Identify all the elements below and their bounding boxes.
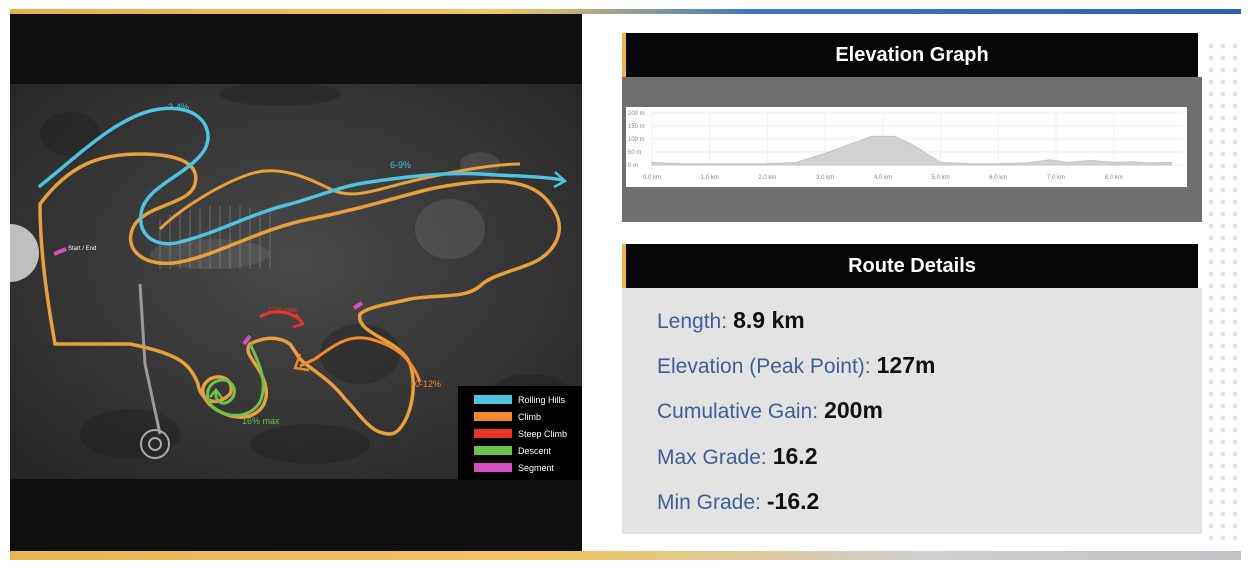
legend-label-2: Steep Climb (518, 429, 567, 439)
stadium-shape (10, 224, 39, 282)
elevation-graph-title: Elevation Graph (622, 33, 1198, 77)
segment-marker-climb (352, 301, 364, 310)
elevation-graph-panel: 200 m 150 m 100 m 50 m 0 m 0.0 km 1.0 km 2.0 km… (622, 77, 1202, 222)
elev-ytick-2: 100 m (628, 137, 645, 143)
legend-swatch-2 (474, 429, 512, 438)
legend-label-3: Descent (518, 446, 552, 456)
main-route-path (38, 152, 561, 436)
elev-ytick-4: 0 m (628, 163, 638, 169)
detail-min-grade: Min Grade: -16.2 (657, 488, 819, 515)
detail-max-grade-label: Max Grade: (657, 446, 767, 469)
legend-label-4: Segment (518, 463, 555, 473)
elevation-chart: 200 m 150 m 100 m 50 m 0 m 0.0 km 1.0 km 2.0 km… (626, 107, 1187, 187)
descent-path (206, 343, 265, 417)
legend-swatch-4 (474, 463, 512, 472)
elev-xtick-8: 8.0 km (1105, 175, 1123, 181)
segment-marker-descent (242, 334, 252, 346)
detail-length: Length: 8.9 km (657, 307, 805, 334)
detail-elevation-value: 127m (876, 352, 936, 378)
climb-path (299, 336, 422, 383)
rolling-hills-path (38, 106, 565, 246)
elev-ytick-0: 200 m (628, 111, 645, 117)
detail-length-label: Length: (657, 310, 728, 333)
detail-cumulative-gain: Cumulative Gain: 200m (657, 397, 883, 424)
steep-arrow-icon (292, 313, 306, 329)
segment-marker-start (53, 247, 67, 256)
elevation-chart-svg: 200 m 150 m 100 m 50 m 0 m 0.0 km 1.0 km 2.0 km… (628, 111, 1183, 181)
elev-xtick-3: 3.0 km (816, 175, 834, 181)
map-legend: Rolling Hills Climb Steep Climb Descent Segm… (458, 386, 582, 480)
label-climb-grade: 10-12% (410, 379, 441, 389)
label-descent-grade: 16% max (242, 416, 280, 426)
route-map-svg: 3-4% 6-9% Start / End 17% max 10-12% 16%… (10, 82, 582, 480)
elev-xtick-1: 1.0 km (701, 175, 719, 181)
detail-max-grade-value: 16.2 (772, 443, 818, 469)
rolling-arrow-icon (553, 171, 568, 189)
elev-xtick-0: 0.0 km (643, 175, 661, 181)
legend-label-0: Rolling Hills (518, 395, 566, 405)
detail-max-grade: Max Grade: 16.2 (657, 443, 817, 470)
elevation-area-series (651, 135, 1172, 166)
dot-pattern-decoration (1205, 40, 1245, 540)
detail-gain-value: 200m (824, 397, 883, 423)
route-details-panel: Length: 8.9 km Elevation (Peak Point): 127… (622, 288, 1202, 534)
elev-xtick-4: 4.0 km (874, 175, 892, 181)
top-accent-bar (10, 9, 1241, 14)
climb-arrow-icon (293, 353, 310, 372)
label-steep-grade: 17% max (268, 307, 298, 314)
label-rolling-right: 6-9% (390, 160, 411, 170)
detail-length-value: 8.9 km (733, 307, 805, 333)
detail-elevation-label: Elevation (Peak Point): (657, 355, 871, 378)
legend-swatch-0 (474, 395, 512, 404)
side-road (138, 283, 162, 435)
label-rolling-top: 3-4% (168, 102, 189, 112)
roundabout (140, 429, 170, 459)
descent-arrow-icon (209, 388, 223, 399)
route-details-title: Route Details (622, 244, 1198, 288)
label-start-end: Start / End (68, 246, 96, 252)
elev-xtick-6: 6.0 km (989, 175, 1007, 181)
elev-ytick-3: 50 m (628, 150, 641, 156)
legend-swatch-3 (474, 446, 512, 455)
bottom-accent-bar (10, 551, 1241, 560)
legend-swatch-1 (474, 412, 512, 421)
detail-gain-label: Cumulative Gain: (657, 400, 819, 423)
legend-label-1: Climb (518, 412, 541, 422)
detail-min-grade-label: Min Grade: (657, 491, 761, 514)
elev-ytick-1: 150 m (628, 124, 645, 130)
detail-elevation-peak: Elevation (Peak Point): 127m (657, 352, 935, 379)
route-map: 3-4% 6-9% Start / End 17% max 10-12% 16%… (10, 14, 582, 551)
detail-min-grade-value: -16.2 (766, 488, 820, 514)
elev-xtick-7: 7.0 km (1047, 175, 1065, 181)
elev-xtick-2: 2.0 km (758, 175, 776, 181)
elev-xtick-5: 5.0 km (932, 175, 950, 181)
